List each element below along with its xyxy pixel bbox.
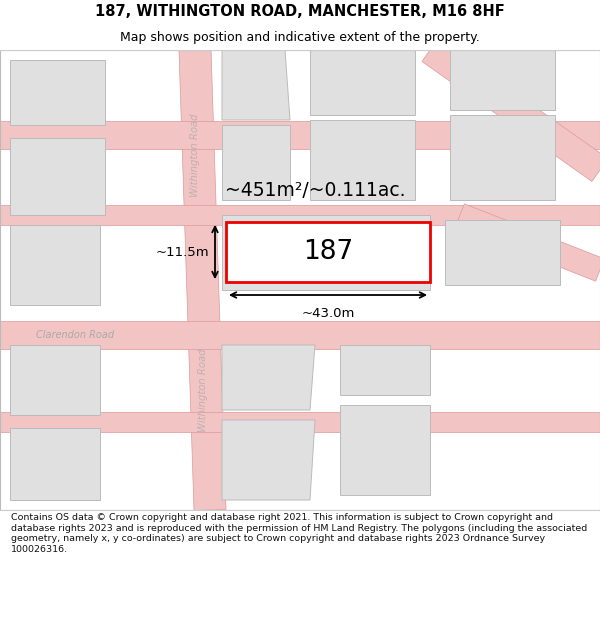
Polygon shape	[222, 50, 290, 120]
Polygon shape	[10, 60, 105, 125]
Polygon shape	[445, 220, 560, 285]
Polygon shape	[450, 115, 555, 200]
Polygon shape	[10, 428, 100, 500]
Polygon shape	[10, 345, 100, 415]
Polygon shape	[310, 120, 415, 200]
Polygon shape	[450, 50, 555, 110]
Text: ~43.0m: ~43.0m	[301, 307, 355, 320]
Text: Map shows position and indicative extent of the property.: Map shows position and indicative extent…	[120, 31, 480, 44]
Text: Contains OS data © Crown copyright and database right 2021. This information is : Contains OS data © Crown copyright and d…	[11, 514, 587, 554]
Polygon shape	[0, 205, 600, 225]
Polygon shape	[455, 204, 600, 281]
Text: 187, WITHINGTON ROAD, MANCHESTER, M16 8HF: 187, WITHINGTON ROAD, MANCHESTER, M16 8H…	[95, 4, 505, 19]
Polygon shape	[10, 138, 105, 215]
Polygon shape	[340, 345, 430, 395]
Polygon shape	[0, 321, 600, 349]
Polygon shape	[340, 405, 430, 495]
Polygon shape	[422, 39, 600, 181]
Text: Clarendon Road: Clarendon Road	[36, 330, 114, 340]
Text: Withington Road: Withington Road	[190, 113, 199, 197]
Text: ~11.5m: ~11.5m	[155, 246, 209, 259]
Polygon shape	[222, 125, 290, 200]
Text: 187: 187	[303, 239, 353, 265]
Polygon shape	[0, 412, 600, 432]
Polygon shape	[310, 50, 415, 115]
Text: ~451m²/~0.111ac.: ~451m²/~0.111ac.	[225, 181, 406, 200]
Polygon shape	[222, 345, 315, 410]
Polygon shape	[222, 420, 315, 500]
Polygon shape	[10, 225, 100, 305]
Polygon shape	[222, 215, 430, 290]
Polygon shape	[179, 49, 226, 511]
Polygon shape	[0, 121, 600, 149]
Text: Withington Road: Withington Road	[197, 348, 208, 432]
Polygon shape	[226, 222, 430, 282]
